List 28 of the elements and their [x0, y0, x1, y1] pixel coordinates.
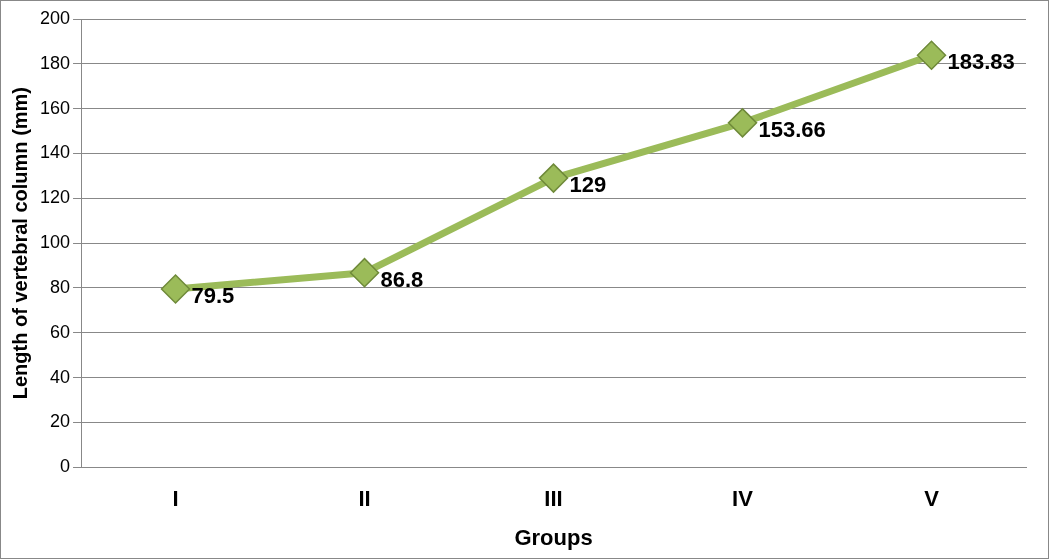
x-tick-label: III	[544, 486, 563, 512]
point	[349, 257, 380, 288]
y-tick-label: 160	[39, 97, 71, 118]
y-tick-label: 200	[39, 7, 71, 28]
y-tick-label: 100	[39, 232, 71, 253]
y-tick-label: 140	[39, 142, 71, 163]
y-tick-label: 180	[39, 52, 71, 73]
y-tick-label: 80	[50, 276, 71, 297]
y-tick-label: 120	[39, 187, 71, 208]
point	[727, 108, 758, 138]
x-tick-label: II	[358, 486, 371, 512]
data-label: 153.66	[758, 116, 826, 142]
x-axis-title: Groups	[514, 524, 593, 550]
y-axis-title: Length of vertebral column (mm)	[8, 86, 31, 400]
x-tick-label: I	[172, 486, 179, 512]
data-label: 183.83	[947, 49, 1015, 75]
point	[160, 274, 191, 304]
data-label: 79.5	[191, 283, 235, 309]
data-label: 129	[569, 172, 607, 198]
y-tick-label: 20	[50, 411, 71, 432]
point	[538, 163, 569, 193]
x-tick-label: IV	[732, 486, 754, 512]
data-label: 86.8	[380, 266, 424, 292]
point	[916, 40, 947, 70]
y-tick-label: 0	[60, 456, 71, 477]
x-tick-label: V	[924, 486, 940, 512]
y-tick-label: 40	[50, 366, 71, 387]
y-tick-label: 60	[50, 321, 71, 342]
